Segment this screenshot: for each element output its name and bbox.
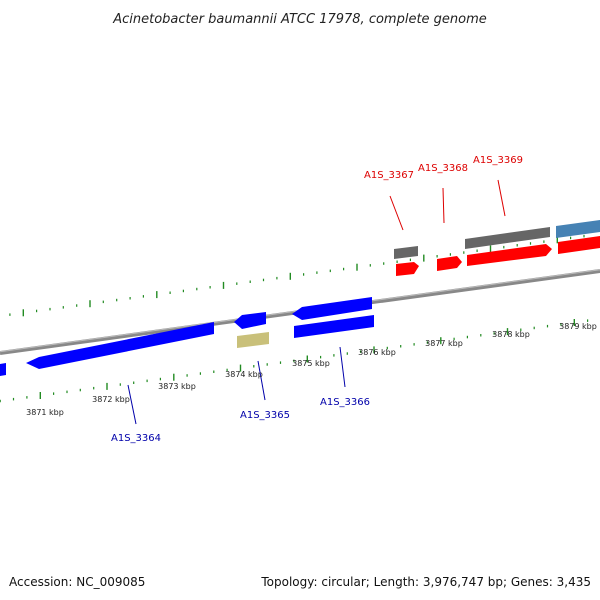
feature-khaki-1[interactable] [237,332,269,348]
gene-labels: A1S_3367 A1S_3368 A1S_3369 A1S_3364 A1S_… [111,155,523,444]
scale-label: 3872 kbp [92,395,130,404]
leader-line [339,346,346,388]
leader-line [497,179,506,217]
leader-line [257,360,266,401]
reverse-gene-1[interactable] [26,322,214,369]
scale-label: 3875 kbp [292,359,330,368]
feature-gray-2[interactable] [465,227,550,249]
gene-label-a1s-3364[interactable]: A1S_3364 [111,433,161,444]
gene-label-a1s-3366[interactable]: A1S_3366 [320,397,370,408]
reverse-gene-3[interactable] [292,297,372,320]
gene-label-a1s-3367[interactable]: A1S_3367 [364,170,414,181]
forward-gene-4[interactable] [558,236,600,254]
scale-label: 3871 kbp [26,408,64,417]
forward-gene-1[interactable] [396,262,419,276]
scale-label: 3879 kbp [559,322,597,331]
genome-stats-text: Topology: circular; Length: 3,976,747 bp… [261,575,591,589]
accession-text: Accession: NC_009085 [9,575,146,589]
scale-label: 3873 kbp [158,382,196,391]
gene-label-a1s-3369[interactable]: A1S_3369 [473,155,523,166]
label-leaders [127,179,506,425]
forward-gene-2[interactable] [437,256,462,271]
feature-tracks [0,220,600,376]
scale-label: 3874 kbp [225,370,263,379]
genome-title: Acinetobacter baumannii ATCC 17978, comp… [112,12,487,27]
leader-line [127,384,137,425]
leader-line [389,195,404,231]
scale-label: 3877 kbp [425,339,463,348]
scale-label: 3876 kbp [358,348,396,357]
scale-labels: 3871 kbp 3872 kbp 3873 kbp 3874 kbp 3875… [26,322,597,417]
scale-ticks [0,234,589,403]
reverse-gene-4[interactable] [0,363,6,376]
feature-gray-1[interactable] [394,246,418,259]
scale-label: 3878 kbp [492,330,530,339]
reverse-gene-2[interactable] [234,312,266,329]
gene-label-a1s-3365[interactable]: A1S_3365 [240,410,290,421]
gene-label-a1s-3368[interactable]: A1S_3368 [418,163,468,174]
leader-line [442,187,445,224]
forward-gene-3[interactable] [467,244,552,266]
feature-other-1[interactable] [556,220,600,238]
reverse-gene-5[interactable] [294,315,374,338]
